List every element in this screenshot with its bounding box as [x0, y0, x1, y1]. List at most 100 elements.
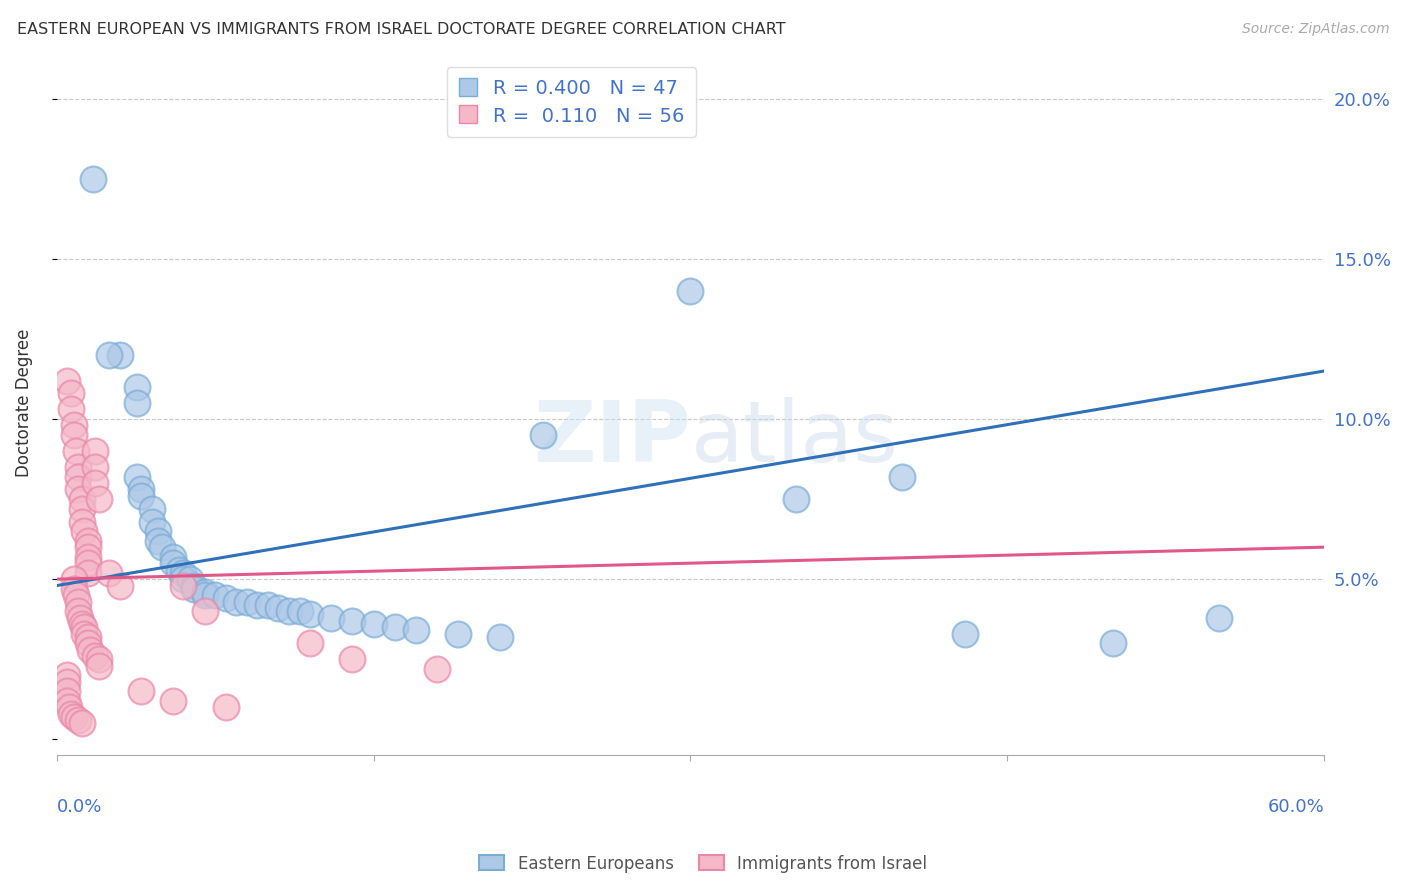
Point [56, 694, 79, 708]
Point [278, 604, 301, 618]
Point [98, 566, 121, 580]
Point [141, 515, 163, 529]
Point [87, 652, 110, 666]
Point [62, 572, 84, 586]
Point [87, 658, 110, 673]
Point [167, 563, 190, 577]
Point [214, 700, 236, 714]
Point [87, 492, 110, 507]
Point [65, 444, 87, 458]
Point [257, 598, 280, 612]
Point [83, 648, 105, 663]
Point [56, 674, 79, 689]
Point [299, 636, 322, 650]
Point [70, 501, 93, 516]
Point [70, 716, 93, 731]
Point [56, 684, 79, 698]
Point [785, 492, 807, 507]
Point [82, 171, 104, 186]
Point [426, 662, 449, 676]
Point [58, 700, 80, 714]
Text: 60.0%: 60.0% [1268, 797, 1324, 815]
Point [225, 594, 247, 608]
Point [70, 515, 93, 529]
Point [79, 642, 101, 657]
Point [62, 582, 84, 596]
Text: EASTERN EUROPEAN VS IMMIGRANTS FROM ISRAEL DOCTORATE DEGREE CORRELATION CHART: EASTERN EUROPEAN VS IMMIGRANTS FROM ISRA… [17, 22, 786, 37]
Point [193, 604, 215, 618]
Point [129, 684, 152, 698]
Point [77, 540, 100, 554]
Point [125, 380, 148, 394]
Point [236, 594, 259, 608]
Point [489, 630, 512, 644]
Point [679, 284, 702, 298]
Point [193, 588, 215, 602]
Point [193, 585, 215, 599]
Y-axis label: Doctorate Degree: Doctorate Degree [15, 329, 32, 477]
Point [62, 418, 84, 433]
Point [162, 556, 184, 570]
Point [69, 610, 91, 624]
Text: Source: ZipAtlas.com: Source: ZipAtlas.com [1241, 22, 1389, 37]
Point [56, 374, 79, 388]
Point [214, 591, 236, 606]
Point [83, 476, 105, 491]
Point [204, 588, 226, 602]
Point [60, 386, 83, 401]
Point [83, 460, 105, 475]
Point [162, 694, 184, 708]
Point [299, 607, 322, 622]
Point [77, 566, 100, 580]
Point [405, 624, 427, 638]
Point [172, 572, 194, 586]
Point [267, 601, 290, 615]
Point [129, 489, 152, 503]
Legend: R = 0.400   N = 47, R =  0.110   N = 56: R = 0.400 N = 47, R = 0.110 N = 56 [447, 68, 696, 137]
Point [77, 556, 100, 570]
Point [65, 588, 87, 602]
Point [125, 469, 148, 483]
Text: 0.0%: 0.0% [56, 797, 103, 815]
Point [953, 626, 976, 640]
Point [246, 598, 269, 612]
Point [141, 501, 163, 516]
Point [384, 620, 406, 634]
Point [172, 566, 194, 580]
Point [73, 626, 96, 640]
Point [77, 533, 100, 548]
Point [77, 636, 100, 650]
Point [73, 620, 96, 634]
Point [56, 668, 79, 682]
Point [1102, 636, 1125, 650]
Point [146, 524, 169, 538]
Point [179, 572, 201, 586]
Point [77, 549, 100, 564]
Point [66, 604, 89, 618]
Point [183, 582, 205, 596]
Point [162, 549, 184, 564]
Point [288, 604, 311, 618]
Point [108, 348, 131, 362]
Point [70, 617, 93, 632]
Point [183, 578, 205, 592]
Point [125, 396, 148, 410]
Point [98, 348, 121, 362]
Point [66, 460, 89, 475]
Legend: Eastern Europeans, Immigrants from Israel: Eastern Europeans, Immigrants from Israe… [472, 848, 934, 880]
Point [890, 469, 912, 483]
Point [129, 483, 152, 497]
Point [66, 713, 89, 727]
Point [108, 578, 131, 592]
Point [62, 710, 84, 724]
Point [342, 652, 364, 666]
Point [146, 533, 169, 548]
Point [172, 578, 194, 592]
Point [66, 483, 89, 497]
Point [62, 428, 84, 442]
Point [150, 540, 173, 554]
Point [70, 492, 93, 507]
Point [363, 617, 385, 632]
Point [321, 610, 343, 624]
Point [531, 428, 554, 442]
